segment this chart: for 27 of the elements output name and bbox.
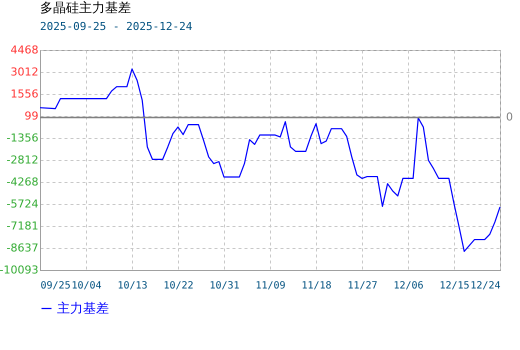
x-tick-label: 11/27 xyxy=(347,280,378,292)
x-tick-label: 11/09 xyxy=(255,280,286,292)
x-tick-label: 10/22 xyxy=(163,280,194,292)
x-tick-label: 12/24 xyxy=(470,280,500,292)
legend-label: 主力基差 xyxy=(57,300,109,316)
y-tick-label: -5724 xyxy=(6,197,38,210)
y-tick-label: -1356 xyxy=(6,131,38,144)
x-tick-label: 12/15 xyxy=(439,280,470,292)
x-tick-label: 10/31 xyxy=(209,280,240,292)
y-tick-label: -8637 xyxy=(6,242,38,254)
x-tick-label: 12/06 xyxy=(393,280,424,292)
chart-subtitle: 2025-09-25 - 2025-12-24 xyxy=(40,20,193,33)
line-series xyxy=(39,68,501,252)
y-tick-label: -4268 xyxy=(6,175,38,188)
y-tick-label: -2812 xyxy=(6,153,38,166)
x-tick-label: 09/25 xyxy=(40,280,71,292)
x-tick-label: 11/18 xyxy=(301,280,332,292)
y-tick-label: 3012 xyxy=(10,66,38,78)
y-tick-label: -10093 xyxy=(0,264,38,276)
y-tick-label: 99 xyxy=(24,110,38,123)
x-tick-label: 10/04 xyxy=(71,280,102,292)
y-tick-label: 4468 xyxy=(10,44,38,56)
y-tick-label: -7181 xyxy=(6,220,38,233)
chart-title: 多晶硅主力基差 xyxy=(40,0,131,16)
ref-line-label: 0 xyxy=(506,110,513,124)
x-tick-label: 10/13 xyxy=(117,280,148,292)
y-tick-label: 1556 xyxy=(10,87,38,100)
